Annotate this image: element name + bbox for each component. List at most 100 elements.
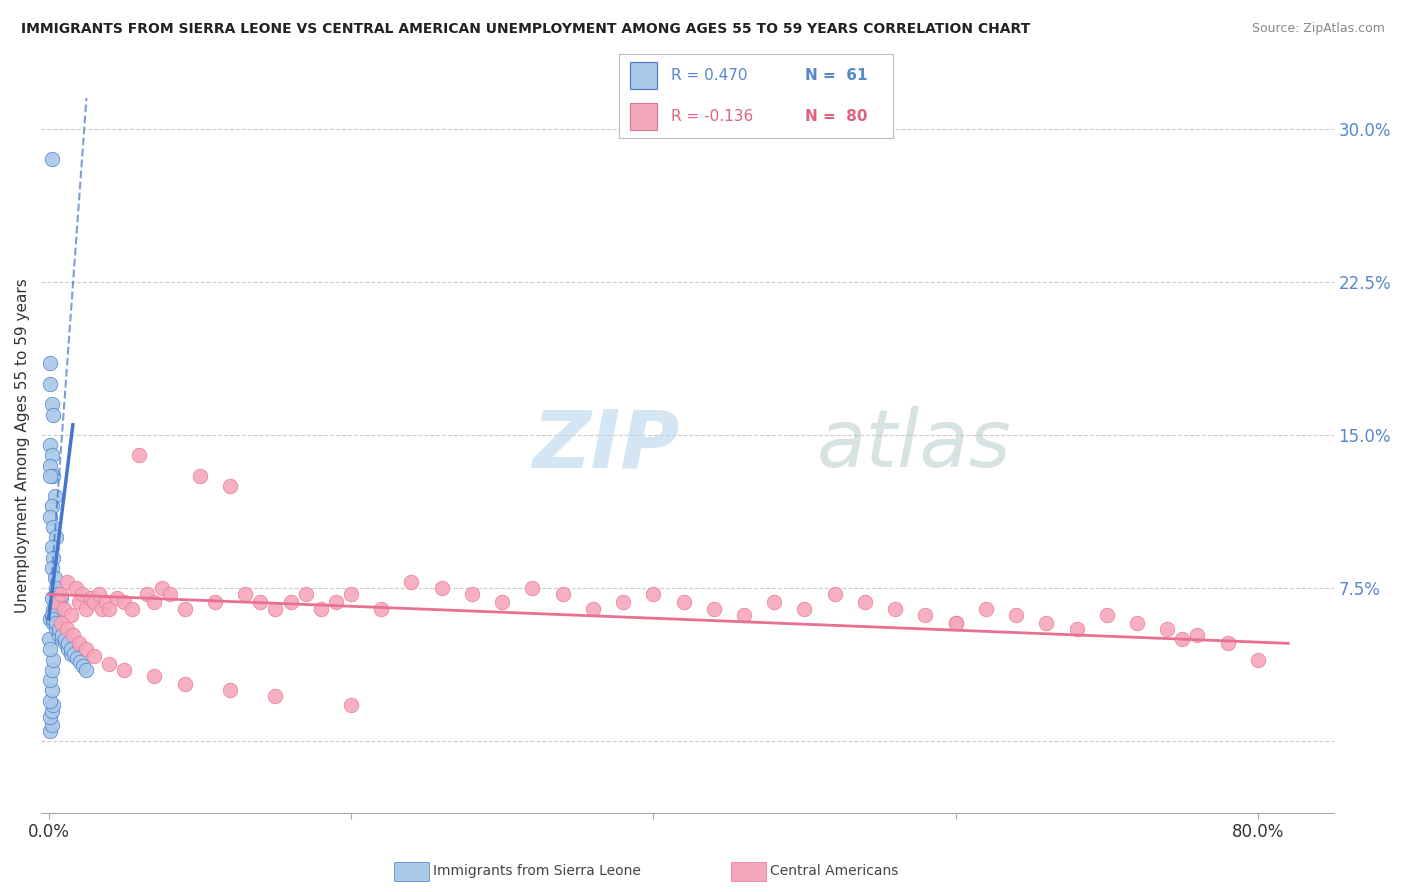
Point (67, 636, 90, 650)
Point (121, 601, 143, 615)
Point (1095, 607, 1118, 622)
Point (75, 663, 97, 677)
Point (325, 595, 347, 609)
Point (49, 615, 72, 630)
Point (42, 601, 65, 615)
Point (98, 657, 121, 671)
Point (491, 595, 513, 609)
Point (41, 607, 63, 622)
Text: N =  80: N = 80 (806, 109, 868, 124)
Point (45, 530, 67, 544)
Point (94, 595, 117, 609)
Point (1126, 615, 1149, 630)
Point (48, 595, 70, 609)
Point (42, 612, 65, 626)
Point (66, 650, 89, 665)
Point (75, 642, 97, 657)
Point (58, 642, 80, 657)
Point (67, 595, 90, 609)
Point (39, 673, 62, 687)
Point (41, 683, 63, 698)
Point (249, 595, 271, 609)
Point (41, 663, 63, 677)
Point (974, 601, 997, 615)
Point (70, 587, 93, 601)
Point (51, 632, 73, 647)
Point (45, 615, 67, 630)
Point (41, 397, 63, 411)
Point (39, 724, 62, 739)
Point (173, 677, 195, 691)
Point (83, 595, 105, 609)
Point (1187, 628, 1209, 642)
Point (39, 710, 62, 724)
Point (98, 601, 121, 615)
Point (204, 595, 226, 609)
Point (41, 718, 63, 732)
Point (1216, 636, 1239, 650)
Point (945, 615, 967, 630)
Point (63, 647, 86, 661)
Point (1066, 622, 1088, 636)
Point (39, 438, 62, 452)
Point (41, 449, 63, 463)
Point (39, 642, 62, 657)
Point (703, 601, 725, 615)
Bar (630, 103, 657, 130)
Point (582, 601, 605, 615)
Point (41, 541, 63, 555)
Point (83, 648, 105, 663)
Point (522, 581, 544, 595)
Point (39, 356, 62, 370)
Point (401, 575, 423, 590)
Point (39, 376, 62, 391)
Point (56, 622, 79, 636)
Point (49, 587, 72, 601)
Point (42, 698, 65, 712)
Point (41, 152, 63, 166)
Point (105, 591, 128, 606)
Point (643, 587, 665, 601)
Point (75, 601, 97, 615)
Point (48, 628, 70, 642)
Point (551, 587, 574, 601)
Point (672, 595, 695, 609)
Text: R = 0.470: R = 0.470 (671, 68, 747, 83)
Point (53, 636, 76, 650)
Text: IMMIGRANTS FROM SIERRA LEONE VS CENTRAL AMERICAN UNEMPLOYMENT AMONG AGES 55 TO 5: IMMIGRANTS FROM SIERRA LEONE VS CENTRAL … (21, 22, 1031, 37)
Point (42, 615, 65, 630)
Y-axis label: Unemployment Among Ages 55 to 59 years: Unemployment Among Ages 55 to 59 years (15, 277, 30, 613)
Point (90, 601, 112, 615)
Point (58, 636, 80, 650)
Point (41, 500, 63, 514)
Text: Central Americans: Central Americans (770, 864, 898, 879)
Point (39, 458, 62, 473)
Point (112, 595, 135, 609)
Point (188, 468, 211, 483)
Point (41, 704, 63, 718)
Point (150, 581, 173, 595)
Point (48, 622, 70, 636)
Point (42, 468, 65, 483)
Point (1035, 615, 1057, 630)
Point (461, 587, 484, 601)
Point (853, 595, 876, 609)
Point (44, 607, 66, 622)
Point (128, 449, 150, 463)
Text: ZIP: ZIP (533, 406, 679, 484)
Point (72, 658, 94, 673)
Point (173, 601, 195, 615)
Point (44, 601, 66, 615)
Point (793, 601, 815, 615)
Point (39, 612, 62, 626)
Point (1171, 632, 1194, 647)
Point (39, 693, 62, 707)
Point (42, 653, 65, 667)
Point (340, 587, 363, 601)
Text: Source: ZipAtlas.com: Source: ZipAtlas.com (1251, 22, 1385, 36)
Point (45, 595, 67, 609)
Text: Immigrants from Sierra Leone: Immigrants from Sierra Leone (433, 864, 641, 879)
Point (294, 587, 316, 601)
Point (44, 489, 66, 503)
Point (914, 607, 936, 622)
